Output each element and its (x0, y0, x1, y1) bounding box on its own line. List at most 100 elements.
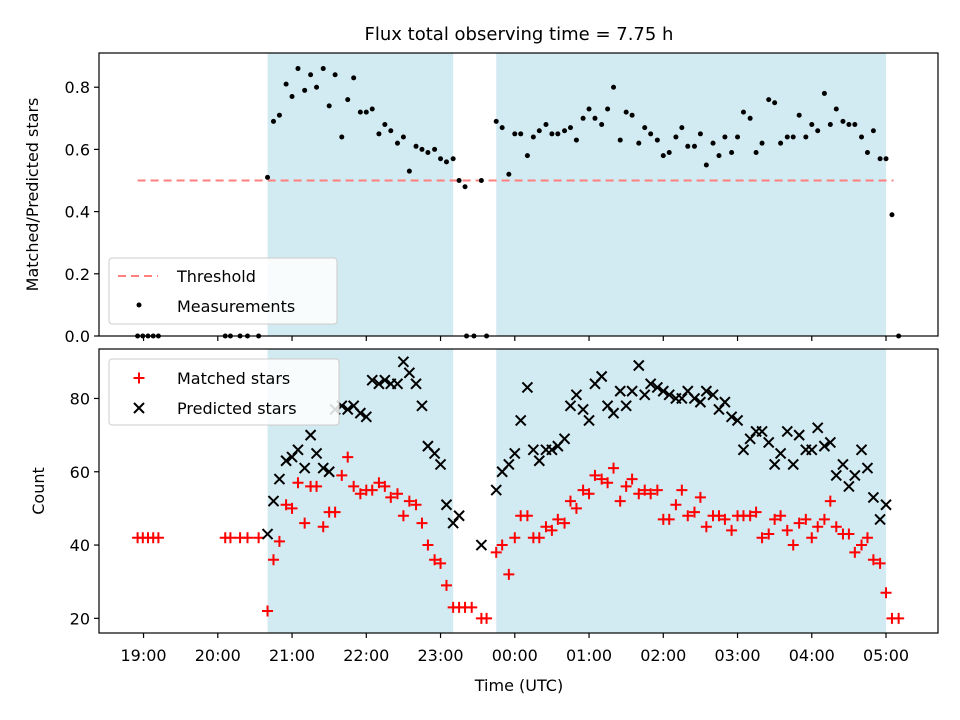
matched-star-point (651, 484, 663, 496)
matched-star-point (849, 546, 861, 558)
y-tick-label: 0.0 (65, 327, 90, 346)
matched-star-point (311, 480, 323, 492)
measurement-point (766, 97, 772, 103)
predicted-star-point (292, 444, 304, 456)
measurement-point (629, 112, 635, 118)
matched-star-point (812, 521, 824, 533)
matched-star-point (861, 532, 873, 544)
matched-star-point (570, 502, 582, 514)
measurement-point (623, 109, 629, 115)
measurement-point (716, 153, 722, 159)
predicted-star-point (620, 400, 632, 412)
predicted-star-point (558, 433, 571, 445)
predicted-star-point (806, 444, 818, 456)
measurement-point (580, 115, 586, 121)
measurement-point (406, 168, 412, 174)
measurement-point (740, 109, 746, 115)
matched-star-point (843, 528, 855, 540)
bottom-x-ticks: 19:00 20:00 21:00 22:00 23:00 00:00 01:00 02:00… (120, 633, 909, 665)
top-y-axis-label: Matched/Predicted stars (23, 98, 42, 292)
measurement-point (753, 150, 759, 156)
measurement-point (827, 122, 833, 128)
matched-star-point (750, 506, 762, 518)
bottom-legend-box (108, 358, 340, 426)
matched-star-point (379, 480, 391, 492)
x-tick-label: 05:00 (863, 646, 909, 665)
measurement-point (660, 153, 666, 159)
top-panel: 0.00.20.40.60.8 Matched/Predicted stars … (23, 52, 939, 346)
matched-star-point (793, 517, 805, 529)
measurement-point (438, 156, 444, 162)
matched-star-point (416, 517, 428, 529)
predicted-star-point (731, 414, 744, 427)
measurement-point (265, 174, 271, 180)
matched-star-point (589, 469, 601, 481)
predicted-star-point (607, 407, 620, 419)
matched-star-point (682, 510, 694, 522)
matched-star-point (719, 513, 731, 525)
predicted-star-point (830, 469, 842, 482)
predicted-star-point (756, 425, 768, 438)
measurement-point (413, 143, 419, 149)
predicted-star-point (298, 462, 311, 474)
matched-star-point (602, 477, 614, 489)
measurement-point (400, 134, 406, 140)
matched-star-point (317, 521, 329, 533)
predicted-star-point (475, 539, 488, 551)
measurement-point (432, 146, 438, 152)
measurement-point (636, 140, 642, 146)
predicted-legend-swatch (133, 402, 145, 414)
x-tick-label: 21:00 (269, 646, 315, 665)
predicted-star-point (781, 425, 793, 438)
matched-star-point (676, 484, 688, 496)
matched-star-point (756, 532, 768, 544)
predicted-star-point (323, 466, 335, 478)
measurements-series (135, 66, 902, 339)
measurement-point (376, 131, 382, 137)
predicted-star-point (515, 414, 527, 427)
predicted-star-point (849, 469, 861, 482)
matched-star-point (824, 495, 836, 507)
matched-star-point (481, 612, 493, 624)
bottom-y-axis-label: Count (29, 467, 48, 515)
top-legend: Threshold Measurements (108, 257, 338, 325)
measurement-point (784, 134, 790, 140)
measurement-point (302, 87, 308, 93)
predicted-star-point (577, 403, 589, 416)
predicted-star-point (304, 429, 317, 441)
predicted-star-point (837, 458, 849, 471)
x-tick-label: 20:00 (195, 646, 241, 665)
predicted-star-point (663, 389, 675, 401)
measurement-point (852, 122, 858, 128)
matched-star-point (329, 506, 341, 518)
predicted-star-point (700, 385, 713, 397)
matched-star-point (385, 491, 397, 503)
predicted-star-point (360, 411, 372, 423)
measurement-point (555, 131, 561, 137)
predicted-star-point (774, 447, 787, 460)
matched-star-point (726, 524, 738, 536)
matched-star-point (253, 532, 265, 544)
matched-star-point (639, 484, 651, 496)
matched-star-point (521, 510, 533, 522)
predicted-star-point (527, 444, 540, 456)
matched-star-point (620, 480, 632, 492)
matched-star-point (440, 579, 452, 591)
measurement-point (796, 112, 802, 118)
measurement-point (332, 72, 338, 78)
matched-star-point (496, 539, 508, 551)
measurement-point (308, 72, 314, 78)
measurement-point (673, 134, 679, 140)
matched-star-point (435, 557, 447, 569)
matched-star-point (769, 513, 781, 525)
measurement-point (809, 122, 815, 128)
predicted-star-point (317, 462, 329, 474)
predicted-star-point (812, 422, 824, 434)
matched-star-point (509, 532, 521, 544)
measurement-point (586, 106, 592, 112)
predicted-star-point (818, 440, 831, 452)
measurement-point (295, 66, 301, 72)
predicted-star-point (310, 447, 323, 460)
measurement-point (759, 140, 765, 146)
x-tick-label: 19:00 (120, 646, 166, 665)
